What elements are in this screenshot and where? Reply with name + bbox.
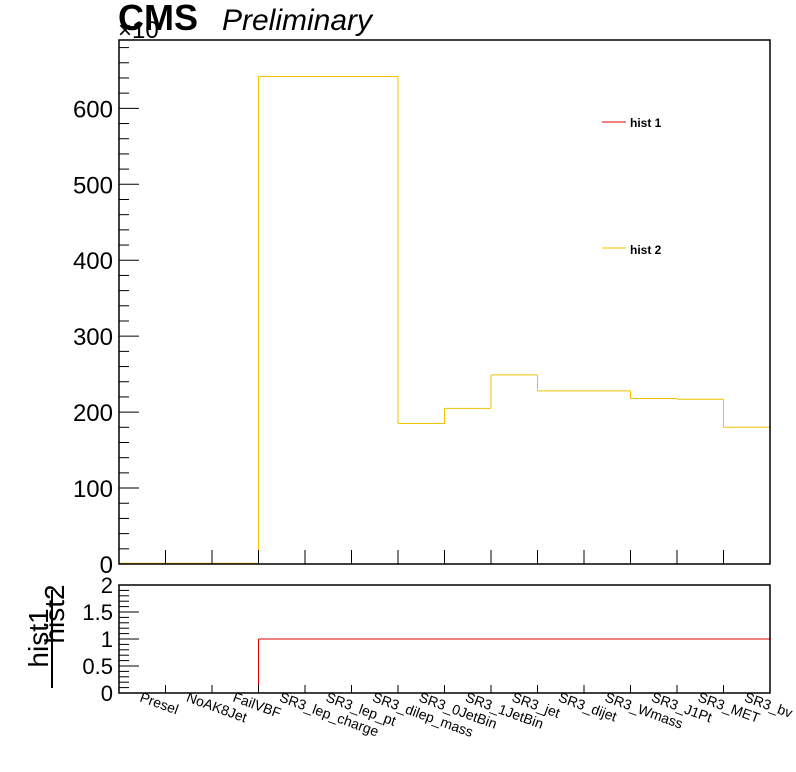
ratio-y-title: hist1 hist2 bbox=[23, 584, 70, 688]
ratio-ytick-label: 2 bbox=[101, 573, 113, 598]
ratio-ylabel-denominator: hist2 bbox=[39, 584, 70, 643]
main-panel: 0 100 200 300 400 500 600 hist 1 hist 2 bbox=[73, 39, 771, 579]
main-ytick-label: 500 bbox=[73, 172, 113, 199]
ratio-plot-area bbox=[119, 638, 770, 694]
main-frame bbox=[118, 39, 771, 565]
ratio-ytick-label: 0.5 bbox=[82, 654, 113, 679]
main-x-ticks bbox=[118, 550, 771, 564]
ratio-ytick-label: 0 bbox=[101, 681, 113, 706]
ratio-x-ticks bbox=[118, 685, 771, 693]
preliminary-label: Preliminary bbox=[222, 4, 374, 37]
ratio-ytick-label: 1.5 bbox=[82, 600, 113, 625]
main-ytick-label: 0 bbox=[100, 552, 113, 579]
cms-label: CMS bbox=[118, 0, 198, 38]
legend-hist2-label: hist 2 bbox=[630, 243, 662, 257]
main-plot-area bbox=[119, 75, 770, 565]
y-exponent-label: ×10 bbox=[118, 17, 159, 44]
main-ytick-label: 300 bbox=[73, 324, 113, 351]
ratio-ylabel-numerator: hist1 bbox=[23, 608, 54, 667]
legend: hist 1 hist 2 bbox=[602, 116, 662, 257]
ratio-ytick-label: 1 bbox=[101, 627, 113, 652]
main-ytick-label: 200 bbox=[73, 400, 113, 427]
ratio-panel: 00.511.52 Presel NoAK8JetFailVBFSR3_lep_c… bbox=[23, 573, 795, 740]
main-y-axis: 0 100 200 300 400 500 600 bbox=[73, 47, 139, 579]
legend-hist1-label: hist 1 bbox=[630, 116, 662, 130]
ratio-y-axis: 00.511.52 bbox=[82, 573, 139, 706]
main-ytick-label: 600 bbox=[73, 96, 113, 123]
main-ytick-label: 400 bbox=[73, 248, 113, 275]
x-category-labels: Presel NoAK8JetFailVBFSR3_lep_chargeSR3_l… bbox=[138, 689, 795, 740]
main-ytick-label: 100 bbox=[73, 476, 113, 503]
